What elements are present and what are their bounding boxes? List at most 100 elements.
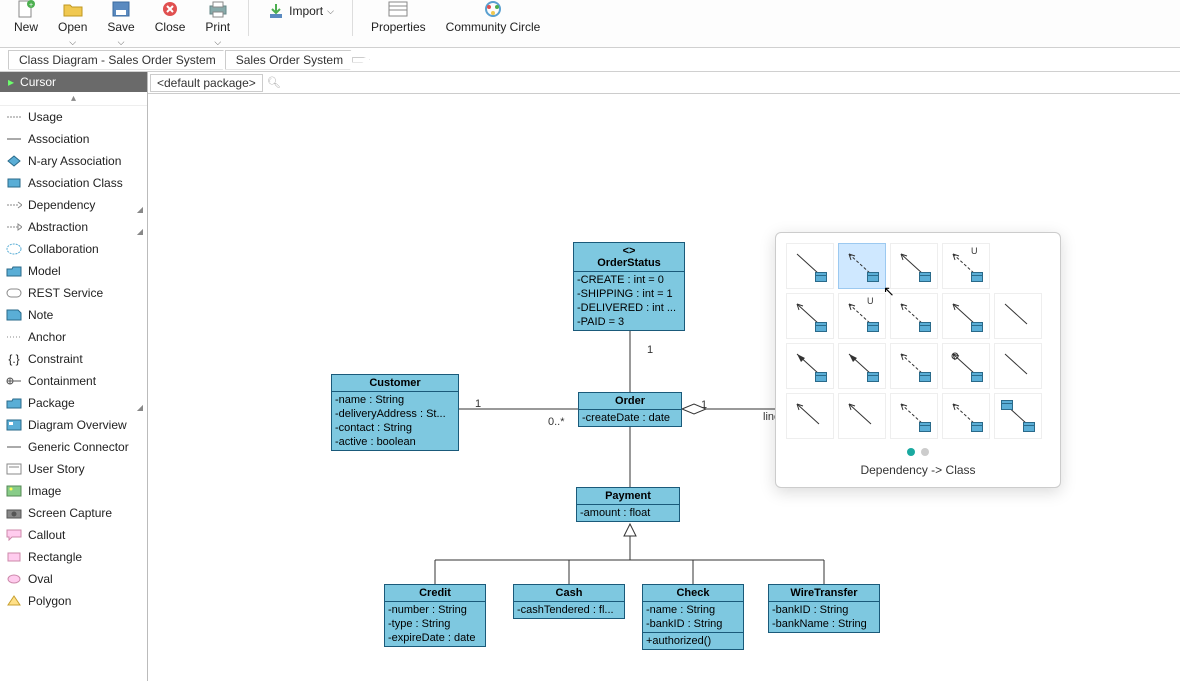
popup-connector-cell[interactable] bbox=[994, 393, 1042, 439]
palette-item-rect[interactable]: Rectangle bbox=[0, 546, 147, 568]
palette-item-label: Dependency bbox=[28, 198, 95, 212]
popup-connector-cell[interactable] bbox=[942, 343, 990, 389]
palette-item-label: User Story bbox=[28, 462, 85, 476]
search-icon[interactable]: 🔍︎ bbox=[267, 76, 281, 89]
palette-item-image[interactable]: Image bbox=[0, 480, 147, 502]
palette-item-label: REST Service bbox=[28, 286, 103, 300]
palette-cursor[interactable]: ▸Cursor bbox=[0, 72, 147, 92]
palette-item-oval[interactable]: Oval bbox=[0, 568, 147, 590]
palette-item-dep[interactable]: Dependency◢ bbox=[0, 194, 147, 216]
palette: ▸Cursor ▴ Usage Association N-ary Associat… bbox=[0, 72, 148, 681]
popup-connector-cell[interactable] bbox=[890, 343, 938, 389]
palette-item-model[interactable]: Model bbox=[0, 260, 147, 282]
class-orderstatus[interactable]: <>OrderStatus-CREATE : int = 0-SHIPPING … bbox=[573, 242, 685, 331]
palette-item-label: Constraint bbox=[28, 352, 83, 366]
popup-caption: Dependency -> Class bbox=[786, 463, 1050, 477]
crumb-1[interactable]: Class Diagram - Sales Order System bbox=[8, 50, 231, 70]
popup-connector-cell[interactable] bbox=[838, 243, 886, 289]
palette-item-label: N-ary Association bbox=[28, 154, 121, 168]
properties-label: Properties bbox=[371, 20, 426, 34]
new-button[interactable]: + New bbox=[8, 0, 44, 34]
palette-item-label: Generic Connector bbox=[28, 440, 129, 454]
palette-item-contain[interactable]: Containment bbox=[0, 370, 147, 392]
class-customer[interactable]: Customer-name : String-deliveryAddress :… bbox=[331, 374, 459, 451]
close-button[interactable]: Close bbox=[149, 0, 192, 34]
palette-item-anchor[interactable]: Anchor bbox=[0, 326, 147, 348]
palette-item-abs[interactable]: Abstraction◢ bbox=[0, 216, 147, 238]
palette-header-label: Cursor bbox=[20, 75, 56, 89]
class-payment[interactable]: Payment-amount : float bbox=[576, 487, 680, 522]
class-credit[interactable]: Credit-number : String-type : String-exp… bbox=[384, 584, 486, 647]
palette-item-label: Association Class bbox=[28, 176, 123, 190]
palette-item-overview[interactable]: Diagram Overview bbox=[0, 414, 147, 436]
class-order[interactable]: Order-createDate : date bbox=[578, 392, 682, 427]
close-label: Close bbox=[155, 20, 186, 34]
print-button[interactable]: Print⌵ bbox=[199, 0, 236, 49]
popup-connector-cell[interactable] bbox=[786, 343, 834, 389]
palette-item-usage[interactable]: Usage bbox=[0, 106, 147, 128]
palette-item-label: Association bbox=[28, 132, 89, 146]
save-button[interactable]: Save⌵ bbox=[101, 0, 140, 49]
palette-item-label: Package bbox=[28, 396, 75, 410]
popup-connector-cell[interactable] bbox=[890, 243, 938, 289]
toolbar: + New Open⌵ Save⌵ Close Print⌵ Import ⌵ … bbox=[0, 0, 1180, 48]
popup-grid: UU bbox=[786, 243, 1050, 439]
svg-text:+: + bbox=[29, 2, 33, 9]
popup-connector-cell[interactable] bbox=[890, 393, 938, 439]
palette-item-label: Image bbox=[28, 484, 61, 498]
class-wire[interactable]: WireTransfer-bankID : String-bankName : … bbox=[768, 584, 880, 633]
popup-connector-cell[interactable] bbox=[786, 243, 834, 289]
popup-connector-cell[interactable] bbox=[838, 393, 886, 439]
new-label: New bbox=[14, 20, 38, 34]
palette-item-nary[interactable]: N-ary Association bbox=[0, 150, 147, 172]
package-name[interactable]: <default package> bbox=[150, 74, 263, 92]
popup-connector-cell[interactable]: U bbox=[838, 293, 886, 339]
popup-connector-cell[interactable] bbox=[838, 343, 886, 389]
properties-button[interactable]: Properties bbox=[365, 0, 432, 34]
popup-connector-cell[interactable] bbox=[942, 293, 990, 339]
multiplicity-label: 1 bbox=[701, 399, 707, 411]
popup-connector-cell[interactable]: U bbox=[942, 243, 990, 289]
palette-item-assoc-class[interactable]: Association Class bbox=[0, 172, 147, 194]
palette-item-label: Usage bbox=[28, 110, 63, 124]
palette-item-label: Rectangle bbox=[28, 550, 82, 564]
palette-item-polygon[interactable]: Polygon bbox=[0, 590, 147, 612]
palette-item-label: Polygon bbox=[28, 594, 71, 608]
community-button[interactable]: Community Circle bbox=[440, 0, 547, 34]
palette-scroll-up[interactable]: ▴ bbox=[0, 92, 147, 106]
open-button[interactable]: Open⌵ bbox=[52, 0, 93, 49]
class-cash[interactable]: Cash-cashTendered : fl... bbox=[513, 584, 625, 619]
palette-item-collab[interactable]: Collaboration bbox=[0, 238, 147, 260]
popup-connector-cell[interactable] bbox=[786, 393, 834, 439]
breadcrumb: Class Diagram - Sales Order System Sales… bbox=[0, 48, 1180, 72]
popup-connector-cell[interactable] bbox=[942, 393, 990, 439]
palette-item-rest[interactable]: REST Service bbox=[0, 282, 147, 304]
palette-item-note[interactable]: Note bbox=[0, 304, 147, 326]
palette-item-callout[interactable]: Callout bbox=[0, 524, 147, 546]
palette-item-label: Model bbox=[28, 264, 61, 278]
palette-item-assoc[interactable]: Association bbox=[0, 128, 147, 150]
crumb-2[interactable]: Sales Order System bbox=[225, 50, 358, 70]
palette-item-label: Diagram Overview bbox=[28, 418, 127, 432]
palette-item-label: Containment bbox=[28, 374, 96, 388]
palette-item-label: Oval bbox=[28, 572, 53, 586]
popup-pager[interactable] bbox=[786, 445, 1050, 459]
palette-item-label: Collaboration bbox=[28, 242, 99, 256]
import-button[interactable]: Import ⌵ bbox=[261, 0, 340, 20]
crumb-3[interactable] bbox=[352, 57, 370, 63]
palette-item-package[interactable]: Package◢ bbox=[0, 392, 147, 414]
popup-empty-cell bbox=[994, 243, 1042, 289]
package-bar: <default package> 🔍︎ bbox=[148, 72, 1180, 94]
palette-item-story[interactable]: User Story bbox=[0, 458, 147, 480]
palette-item-generic[interactable]: Generic Connector bbox=[0, 436, 147, 458]
palette-item-capture[interactable]: Screen Capture bbox=[0, 502, 147, 524]
palette-item-constraint[interactable]: {.}Constraint bbox=[0, 348, 147, 370]
print-label: Print bbox=[205, 20, 230, 34]
class-check[interactable]: Check-name : String-bankID : String+auth… bbox=[642, 584, 744, 650]
popup-connector-cell[interactable] bbox=[994, 343, 1042, 389]
palette-item-label: Screen Capture bbox=[28, 506, 112, 520]
popup-connector-cell[interactable] bbox=[786, 293, 834, 339]
multiplicity-label: 1 bbox=[475, 398, 481, 410]
popup-connector-cell[interactable] bbox=[994, 293, 1042, 339]
popup-connector-cell[interactable] bbox=[890, 293, 938, 339]
